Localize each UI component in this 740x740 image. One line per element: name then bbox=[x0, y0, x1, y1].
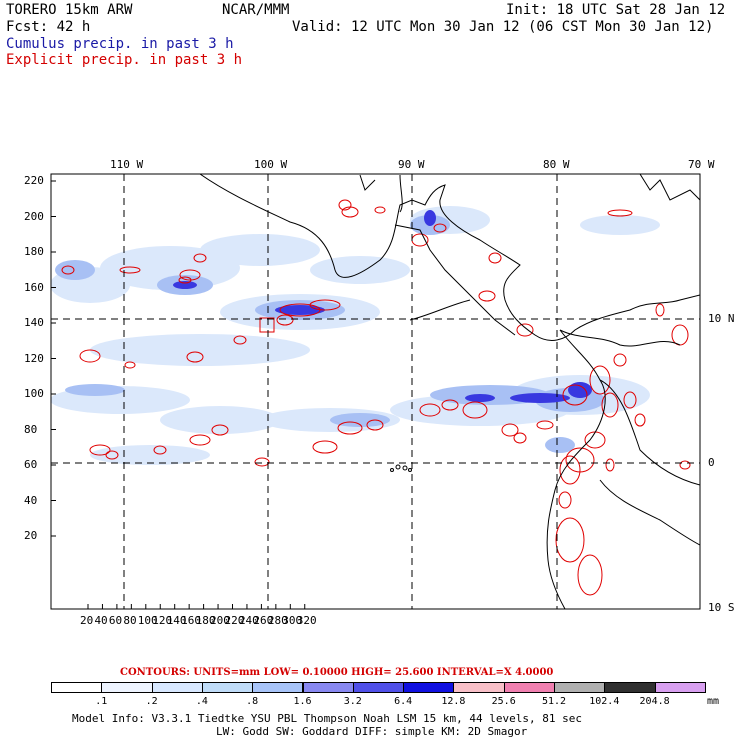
x-tick-label: 320 bbox=[296, 614, 317, 627]
lat-label-equator: 0 bbox=[708, 456, 715, 469]
lon-label-70w: 70 W bbox=[688, 158, 715, 171]
legend-swatch bbox=[201, 682, 254, 693]
contours-info: CONTOURS: UNITS=mm LOW= 0.10000 HIGH= 25… bbox=[120, 667, 554, 678]
y-tick-label: 120 bbox=[24, 351, 44, 365]
legend-value: 25.6 bbox=[491, 696, 516, 707]
legend-value: .8 bbox=[246, 696, 259, 707]
legend-swatch bbox=[352, 682, 405, 693]
model-title: TORERO 15km ARW bbox=[6, 2, 133, 18]
legend-swatch bbox=[403, 682, 455, 693]
physics-info: LW: Godd SW: Goddard DIFF: simple KM: 2D… bbox=[216, 725, 528, 738]
y-tick-label: 60 bbox=[24, 458, 38, 471]
y-tick-label: 220 bbox=[24, 174, 44, 187]
legend-value: 51.2 bbox=[541, 696, 567, 707]
axis-ticks bbox=[51, 180, 306, 609]
x-tick-label: 260 bbox=[253, 614, 274, 627]
legend-value: 12.8 bbox=[441, 696, 466, 707]
legend-value: .2 bbox=[145, 696, 158, 707]
lon-label-90w: 90 W bbox=[398, 158, 425, 171]
legend-swatch bbox=[654, 682, 706, 693]
lat-lon-grid bbox=[51, 174, 700, 609]
lon-label-110w: 110 W bbox=[110, 158, 144, 171]
legend-value: 3.2 bbox=[343, 696, 362, 707]
legend-swatch bbox=[151, 682, 203, 693]
y-tick-label: 20 bbox=[24, 529, 38, 542]
legend-value: .4 bbox=[195, 696, 208, 707]
y-tick-label: 100 bbox=[24, 387, 44, 400]
y-tick-label: 180 bbox=[24, 245, 44, 258]
explicit-label: Explicit precip. in past 3 h bbox=[6, 52, 243, 68]
lat-label-10s: 10 S bbox=[708, 601, 735, 614]
legend-value: 1.6 bbox=[293, 696, 312, 707]
lon-label-100w: 100 W bbox=[254, 158, 288, 171]
map-frame bbox=[50, 173, 701, 610]
y-tick-label: 40 bbox=[24, 493, 38, 507]
legend-value: 102.4 bbox=[589, 696, 620, 707]
legend-swatch bbox=[604, 682, 656, 693]
explicit-precip-contours bbox=[61, 199, 691, 596]
y-tick-label: 160 bbox=[24, 280, 44, 294]
legend-swatch bbox=[101, 682, 153, 693]
legend-value: .1 bbox=[95, 696, 108, 707]
valid-time: Valid: 12 UTC Mon 30 Jan 12 (06 CST Mon … bbox=[292, 19, 714, 35]
x-tick-label: 300 bbox=[282, 614, 303, 627]
x-tick-label: 120 bbox=[152, 614, 173, 627]
lon-label-80w: 80 W bbox=[543, 158, 570, 171]
y-tick-label: 200 bbox=[24, 209, 44, 223]
legend-units: mm bbox=[707, 696, 720, 707]
x-tick-label: 240 bbox=[238, 614, 259, 627]
model-info: Model Info: V3.3.1 Tiedtke YSU PBL Thomp… bbox=[72, 712, 582, 725]
coastlines bbox=[199, 174, 700, 609]
x-tick-label: 80 bbox=[123, 614, 137, 627]
legend-swatch bbox=[554, 682, 606, 693]
x-tick-label: 100 bbox=[137, 614, 158, 627]
legend-swatch bbox=[252, 682, 304, 693]
legend-swatch bbox=[302, 682, 354, 693]
x-tick-label: 160 bbox=[181, 614, 202, 627]
x-tick-label: 200 bbox=[210, 614, 230, 627]
legend-value: 6.4 bbox=[394, 696, 413, 707]
x-tick-label: 180 bbox=[195, 614, 216, 627]
x-tick-label: 140 bbox=[166, 614, 187, 627]
legend-swatch bbox=[453, 682, 505, 693]
y-tick-label: 140 bbox=[24, 316, 44, 329]
x-tick-label: 280 bbox=[267, 614, 288, 627]
x-tick-label: 60 bbox=[108, 614, 123, 627]
legend-swatch bbox=[503, 682, 555, 693]
legend-value: 204.8 bbox=[639, 696, 670, 707]
precip-layer bbox=[51, 174, 700, 609]
x-tick-label: 220 bbox=[224, 614, 245, 627]
organization: NCAR/MMM bbox=[222, 2, 290, 18]
lat-label-10n: 10 N bbox=[708, 312, 735, 325]
forecast-hour: Fcst: 42 h bbox=[6, 19, 91, 35]
x-tick-label: 40 bbox=[94, 614, 108, 627]
init-time: Init: 18 UTC Sat 28 Jan 12 bbox=[506, 2, 726, 18]
legend-swatch bbox=[51, 682, 103, 693]
y-tick-label: 80 bbox=[24, 422, 38, 436]
x-tick-label: 20 bbox=[80, 614, 94, 627]
cumulus-label: Cumulus precip. in past 3 h bbox=[6, 36, 234, 52]
